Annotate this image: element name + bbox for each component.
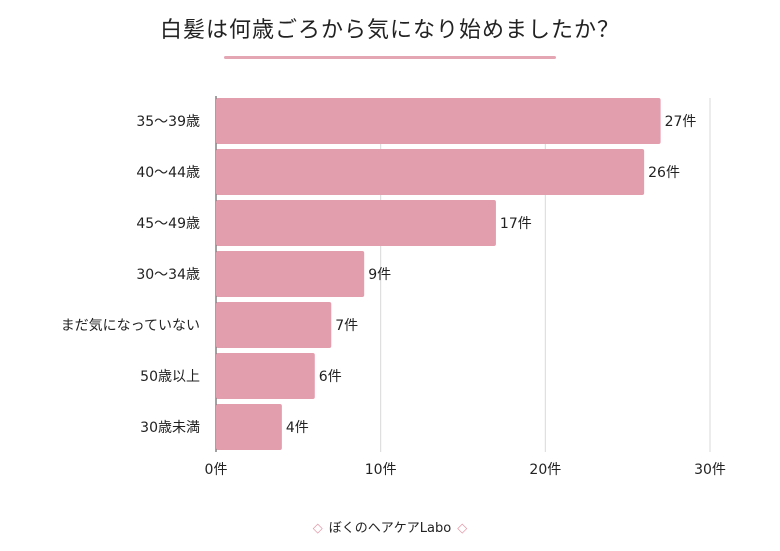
category-label: 40～44歳 bbox=[136, 165, 200, 181]
x-tick-label: 10件 bbox=[365, 462, 397, 478]
value-label: 26件 bbox=[648, 165, 680, 181]
bar bbox=[216, 149, 645, 195]
value-label: 9件 bbox=[368, 267, 391, 283]
x-tick-label: 20件 bbox=[529, 462, 561, 478]
value-label: 4件 bbox=[286, 420, 309, 436]
category-label: まだ気になっていない bbox=[61, 318, 200, 334]
lips-icon: ◇ bbox=[457, 521, 468, 536]
bar bbox=[216, 200, 496, 246]
title-underline bbox=[224, 56, 556, 59]
bars bbox=[216, 98, 661, 450]
category-label: 50歳以上 bbox=[140, 369, 200, 385]
bar bbox=[216, 302, 332, 348]
value-label: 6件 bbox=[319, 369, 342, 385]
value-labels: 27件 26件 17件 9件 7件 6件 4件 bbox=[286, 114, 697, 436]
value-label: 17件 bbox=[500, 216, 532, 232]
x-tick-label: 30件 bbox=[694, 462, 726, 478]
value-label: 7件 bbox=[335, 318, 358, 334]
x-axis-ticks: 0件 10件 20件 30件 bbox=[205, 462, 726, 478]
category-label: 30～34歳 bbox=[136, 267, 200, 283]
bar bbox=[216, 251, 365, 297]
category-label: 35～39歳 bbox=[136, 114, 200, 130]
category-label: 45～49歳 bbox=[136, 216, 200, 232]
lips-icon: ◇ bbox=[312, 521, 323, 536]
chart-title: 白髪は何歳ごろから気になり始めましたか？ bbox=[159, 18, 620, 43]
bar bbox=[216, 98, 661, 144]
brand-name: ぼくのヘアケアLabo bbox=[328, 521, 452, 536]
x-tick-label: 0件 bbox=[205, 462, 228, 478]
bar bbox=[216, 404, 282, 450]
value-label: 27件 bbox=[665, 114, 697, 130]
category-label: 30歳未満 bbox=[140, 420, 200, 436]
bar bbox=[216, 353, 315, 399]
footer: ◇ ぼくのヘアケアLabo ◇ bbox=[0, 517, 780, 536]
